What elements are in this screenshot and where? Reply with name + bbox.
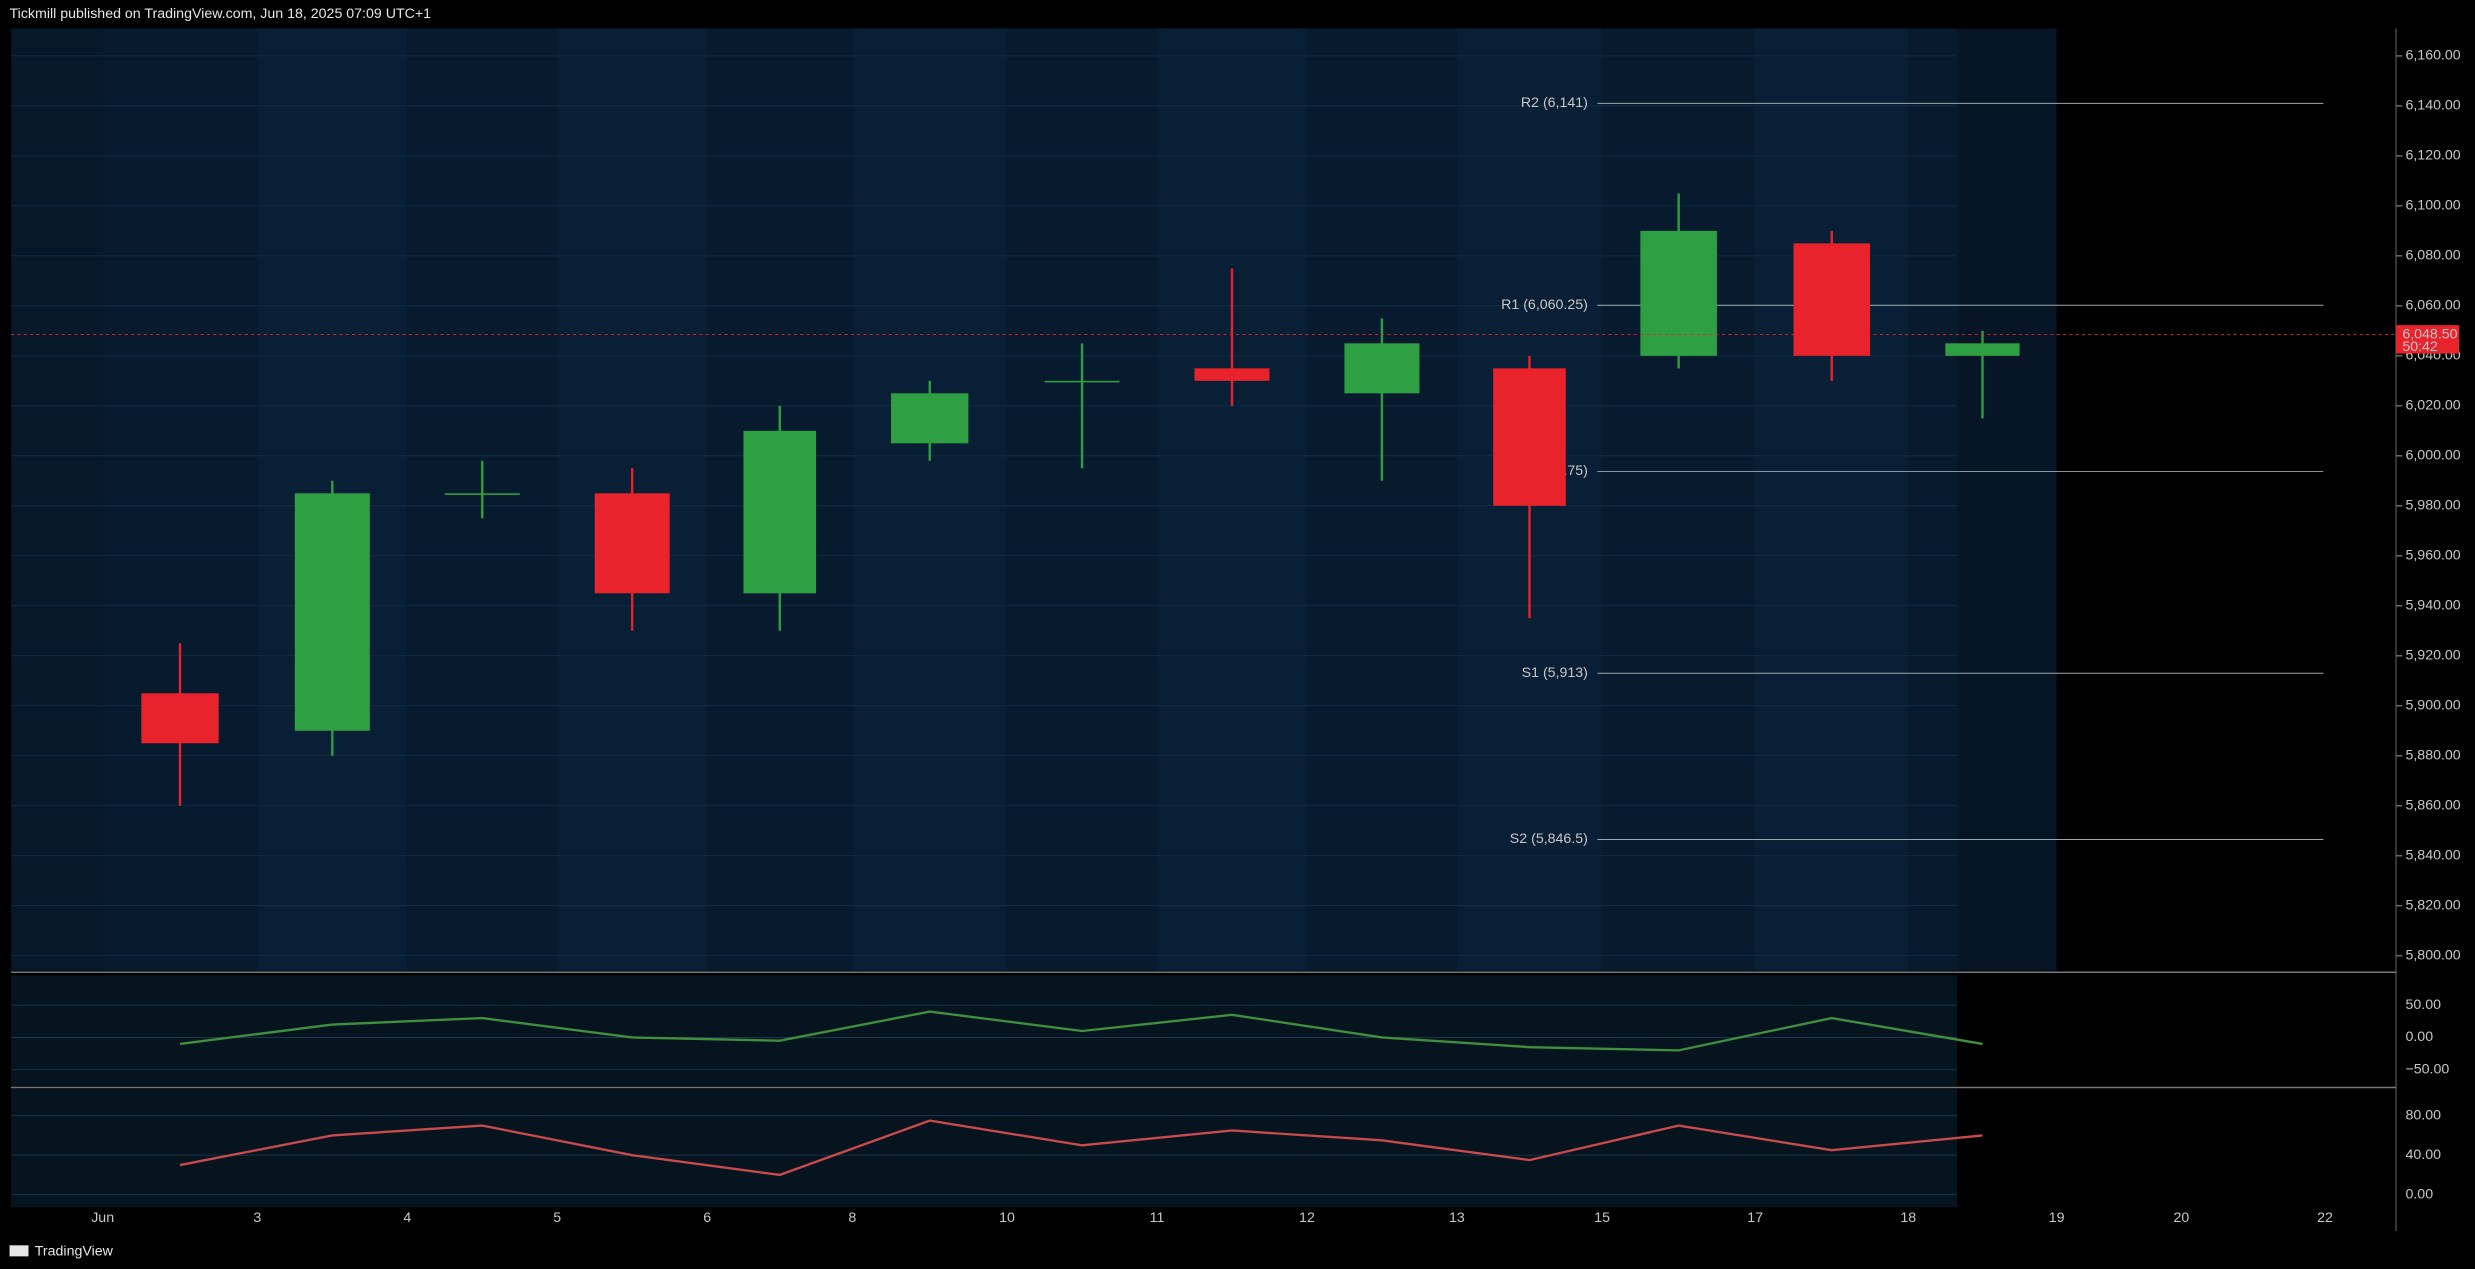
x-tick-label: 8 [848, 1210, 856, 1226]
y-tick-label: 6,120.00 [2405, 148, 2460, 164]
session-stripe [102, 28, 258, 971]
x-tick-label: 18 [1900, 1210, 1916, 1226]
x-tick-label: 10 [999, 1210, 1015, 1226]
pivot-label: R2 (6,141) [1521, 95, 1588, 111]
y-tick-label: 50.00 [2405, 997, 2441, 1013]
y-tick-label: 6,020.00 [2405, 398, 2460, 414]
session-stripe [1157, 28, 1307, 971]
y-tick-label: 5,840.00 [2405, 847, 2460, 863]
candle-body [1493, 368, 1566, 506]
session-stripe [852, 28, 1008, 971]
candle-body [1945, 343, 2020, 356]
pivot-label: S2 (5,846.5) [1510, 831, 1588, 847]
y-tick-label: 6,140.00 [2405, 98, 2460, 114]
last-price-label: 6,048.50 [2402, 326, 2457, 342]
header: Tickmill published on TradingView.com, J… [10, 6, 432, 22]
x-tick-label: 17 [1747, 1210, 1763, 1226]
session-stripe [1908, 28, 2057, 971]
x-tick-label: Jun [91, 1210, 114, 1226]
candle-body [594, 493, 670, 594]
candle-body [444, 493, 520, 495]
candle-body [891, 393, 969, 444]
x-tick-label: 5 [553, 1210, 561, 1226]
x-tick-label: 4 [403, 1210, 411, 1226]
y-tick-label: 5,960.00 [2405, 548, 2460, 564]
y-tick-label: 0.00 [2405, 1029, 2433, 1045]
x-tick-label: 6 [703, 1210, 711, 1226]
y-tick-label: 5,800.00 [2405, 947, 2460, 963]
candle-body [141, 693, 219, 744]
candle-body [1793, 243, 1871, 356]
x-tick-label: 22 [2317, 1210, 2333, 1226]
countdown: 50:42 [2402, 339, 2438, 355]
session-stripe [1755, 28, 1909, 971]
y-tick-label: 5,880.00 [2405, 747, 2460, 763]
y-tick-label: 6,000.00 [2405, 448, 2460, 464]
x-tick-label: 20 [2173, 1210, 2189, 1226]
candle-body [743, 430, 817, 594]
y-tick-label: −50.00 [2405, 1062, 2449, 1078]
y-tick-label: 6,060.00 [2405, 298, 2460, 314]
candle-body [294, 493, 370, 731]
candle-body [1640, 230, 1717, 356]
y-tick-label: 80.00 [2405, 1107, 2441, 1123]
panel-area [11, 1089, 1958, 1208]
oscillator-line [179, 1010, 1983, 1052]
x-tick-label: 11 [1150, 1210, 1165, 1226]
x-tick-label: 3 [253, 1210, 261, 1226]
candle-body [1044, 380, 1120, 383]
pivot-label: S1 (5,913) [1522, 665, 1588, 681]
y-tick-label: 5,940.00 [2405, 598, 2460, 614]
session-stripe [1306, 28, 1457, 971]
y-tick-label: 5,920.00 [2405, 648, 2460, 664]
y-tick-label: 6,080.00 [2405, 248, 2460, 264]
y-tick-label: 5,860.00 [2405, 797, 2460, 813]
footer: TradingView [35, 1243, 114, 1259]
y-tick-label: 5,820.00 [2405, 897, 2460, 913]
pivot-label: R1 (6,060.25) [1501, 297, 1588, 313]
logo [9, 1245, 29, 1257]
y-tick-label: 40.00 [2405, 1147, 2441, 1163]
session-stripe [1007, 28, 1158, 971]
x-tick-label: 13 [1449, 1210, 1465, 1226]
session-stripe [1602, 28, 1756, 971]
panel-area [11, 975, 1958, 1086]
candle-body [1194, 368, 1270, 381]
oscillator-line [179, 1119, 1983, 1177]
y-tick-label: 5,900.00 [2405, 698, 2460, 714]
y-tick-label: 5,980.00 [2405, 498, 2460, 514]
y-tick-label: 6,160.00 [2405, 48, 2460, 64]
y-tick-label: 0.00 [2405, 1186, 2433, 1202]
last-price-box [2396, 325, 2460, 354]
x-tick-label: 12 [1299, 1210, 1315, 1226]
candle-body [1344, 343, 1420, 394]
y-tick-label: 6,100.00 [2405, 198, 2460, 214]
x-tick-label: 19 [2049, 1210, 2065, 1226]
x-tick-label: 15 [1594, 1210, 1610, 1226]
